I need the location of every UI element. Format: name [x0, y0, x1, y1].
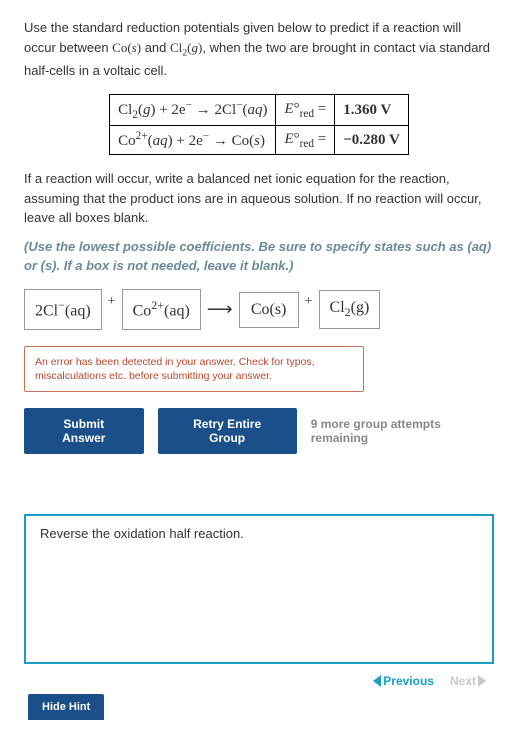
button-row: Submit Answer Retry Entire Group 9 more … — [24, 408, 494, 454]
question-intro: Use the standard reduction potentials gi… — [24, 18, 494, 80]
reactant1-input[interactable]: 2Cl−(aq) — [24, 289, 102, 329]
value-cell: −0.280 V — [335, 126, 409, 155]
plus-icon: + — [108, 294, 116, 310]
retry-button[interactable]: Retry Entire Group — [158, 408, 297, 454]
hint-text: Reverse the oxidation half reaction. — [40, 526, 478, 541]
hint-nav: Previous Next — [24, 674, 494, 688]
equation-row: 2Cl−(aq) + Co2+(aq) ⟶ Co(s) + Cl2(g) — [24, 289, 494, 329]
hint-panel: Reverse the oxidation half reaction. — [24, 514, 494, 664]
arrow-icon: ⟶ — [207, 299, 233, 320]
reactant2-input[interactable]: Co2+(aq) — [122, 289, 201, 329]
reaction-cell: Co2+(aq) + 2e− → Co(s) — [110, 126, 276, 155]
label-cell: E°red = — [276, 126, 335, 155]
product1-input[interactable]: Co(s) — [239, 292, 299, 328]
error-message: An error has been detected in your answe… — [24, 346, 364, 392]
plus-icon: + — [305, 294, 313, 310]
instruction-text: If a reaction will occur, write a balanc… — [24, 169, 494, 228]
label-cell: E°red = — [276, 95, 335, 126]
table-row: Co2+(aq) + 2e− → Co(s) E°red = −0.280 V — [110, 126, 409, 155]
chevron-left-icon — [373, 675, 381, 687]
reduction-table-wrap: Cl2(g) + 2e− → 2Cl−(aq) E°red = 1.360 V … — [24, 94, 494, 155]
submit-button[interactable]: Submit Answer — [24, 408, 144, 454]
value-cell: 1.360 V — [335, 95, 409, 126]
next-hint-link[interactable]: Next — [450, 674, 486, 688]
next-label: Next — [450, 674, 476, 688]
reaction-cell: Cl2(g) + 2e− → 2Cl−(aq) — [110, 95, 276, 126]
product2-input[interactable]: Cl2(g) — [319, 290, 381, 329]
previous-hint-link[interactable]: Previous — [373, 674, 434, 688]
attempts-remaining: 9 more group attempts remaining — [311, 417, 494, 445]
chevron-right-icon — [478, 675, 486, 687]
hide-hint-button[interactable]: Hide Hint — [28, 694, 104, 720]
table-row: Cl2(g) + 2e− → 2Cl−(aq) E°red = 1.360 V — [110, 95, 409, 126]
reduction-table: Cl2(g) + 2e− → 2Cl−(aq) E°red = 1.360 V … — [109, 94, 409, 155]
previous-label: Previous — [383, 674, 434, 688]
coefficient-hint: (Use the lowest possible coefficients. B… — [24, 238, 494, 276]
